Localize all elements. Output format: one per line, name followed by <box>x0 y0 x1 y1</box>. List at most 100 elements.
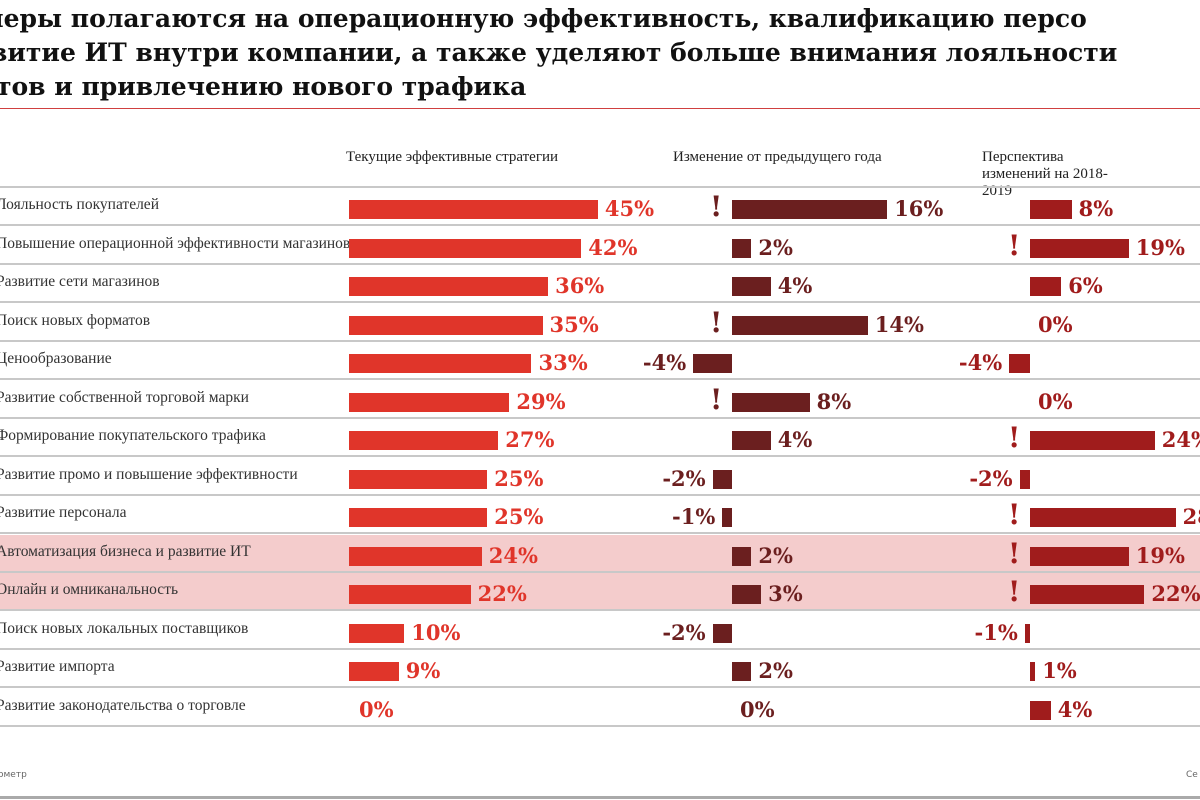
data-label: 1% <box>1042 658 1077 683</box>
exclamation-icon: ! <box>1008 228 1021 262</box>
bar-series-3 <box>1019 469 1030 489</box>
category-label: Повышение операционной эффективности маг… <box>0 234 351 252</box>
bar-series-1 <box>349 623 405 643</box>
bar-series-1 <box>349 662 399 681</box>
table-row: Поиск новых локальных поставщиков 10% -2% -… <box>0 612 1200 650</box>
data-label: 45% <box>604 196 655 221</box>
bar-series-2 <box>732 662 752 681</box>
bar-series-3 <box>1030 700 1051 720</box>
data-label: 4% <box>1057 696 1093 722</box>
table-row: Повышение операционной эффективности маг… <box>0 227 1200 265</box>
data-label: 2% <box>758 658 793 683</box>
exclamation-icon: ! <box>1008 421 1021 454</box>
bar-series-2 <box>693 354 732 373</box>
category-label: Развитие собственной торговой марки <box>0 388 249 406</box>
category-label: Развитие импорта <box>0 658 115 675</box>
bar-series-3 <box>1030 585 1145 604</box>
table-row: Развитие персонала 25% -1% 28%! <box>0 496 1200 534</box>
data-label: 0% <box>1038 388 1073 414</box>
bar-series-1 <box>349 354 532 373</box>
title-line: леры полагаются на операционную эффектив… <box>0 4 1087 33</box>
bar-series-2 <box>732 585 762 604</box>
bar-series-1 <box>349 277 549 296</box>
table-row: Поиск новых форматов 35% 14%! 0% <box>0 304 1200 342</box>
table-row: Онлайн и омниканальность 22% 3% 22%! <box>0 573 1200 611</box>
table-row: Развитие импорта 9% 2% 1% <box>0 650 1200 688</box>
table-row: Развитие промо и повышение эффективности… <box>0 458 1200 496</box>
bar-series-2 <box>712 469 732 489</box>
data-label: 24% <box>1161 427 1200 452</box>
bar-series-1 <box>349 546 482 566</box>
category-label: Поиск новых локальных поставщиков <box>0 619 249 637</box>
category-label: Развитие законодательства о торговле <box>0 696 246 714</box>
data-label: -1% <box>672 504 716 529</box>
data-label: 10% <box>411 619 461 645</box>
exclamation-icon: ! <box>710 382 723 416</box>
bar-series-2 <box>722 508 732 527</box>
table-row: Формирование покупательского трафика 27% 4… <box>0 419 1200 457</box>
data-label: 28% <box>1182 504 1200 529</box>
data-label: 19% <box>1135 542 1185 568</box>
category-label: Развитие промо и повышение эффективности <box>0 465 298 483</box>
column-header-change: Изменение от предыдущего года <box>673 149 882 165</box>
data-label: 9% <box>405 658 441 683</box>
data-label: 8% <box>816 388 852 414</box>
bar-series-1 <box>349 238 582 258</box>
data-label: 22% <box>1151 581 1200 606</box>
bar-series-1 <box>349 315 543 335</box>
bar-series-2 <box>732 200 888 219</box>
data-label: -2% <box>969 465 1013 491</box>
title-divider <box>0 108 1200 109</box>
bar-series-3 <box>1009 354 1030 373</box>
exclamation-icon: ! <box>710 305 723 339</box>
bar-series-1 <box>349 469 488 489</box>
data-label: 24% <box>488 542 538 568</box>
data-label: 36% <box>555 273 605 298</box>
bar-series-2 <box>732 315 868 335</box>
bar-series-2 <box>732 392 810 412</box>
bar-series-2 <box>712 623 732 643</box>
column-header-current: Текущие эффективные стратегии <box>346 149 559 165</box>
bar-series-1 <box>349 508 488 527</box>
data-label: 16% <box>894 196 944 221</box>
bar-series-2 <box>732 277 771 296</box>
table-row: Лояльность покупателей 45% 16%! 8% <box>0 188 1200 226</box>
title-line: витие ИТ внутри компании, а также уделяю… <box>0 38 1118 67</box>
exclamation-icon: ! <box>1008 536 1021 570</box>
chart-title: леры полагаются на операционную эффектив… <box>0 2 1200 104</box>
category-label: Развитие сети магазинов <box>0 273 160 290</box>
table-row: Развитие законодательства о торговле 0% 0%… <box>0 689 1200 727</box>
category-label: Лояльность покупателей <box>0 196 159 213</box>
category-label: Ценообразование <box>0 350 112 367</box>
data-label: -4% <box>958 350 1003 375</box>
bar-series-1 <box>349 200 598 219</box>
data-label: 25% <box>494 504 544 529</box>
category-label: Онлайн и омниканальность <box>0 581 179 598</box>
bar-series-3 <box>1030 546 1129 566</box>
source-note: ометр <box>0 770 27 780</box>
data-label: 3% <box>768 581 803 606</box>
category-label: Формирование покупательского трафика <box>0 427 266 444</box>
data-label: 2% <box>758 542 793 568</box>
bottom-rule <box>0 796 1200 799</box>
data-label: 4% <box>777 427 813 452</box>
data-label: 6% <box>1068 273 1103 298</box>
bar-series-3 <box>1030 238 1129 258</box>
data-label: -2% <box>662 619 706 645</box>
bar-series-1 <box>349 392 510 412</box>
bar-series-2 <box>732 238 752 258</box>
bar-series-3 <box>1030 508 1176 527</box>
bar-series-3 <box>1030 277 1062 296</box>
exclamation-icon: ! <box>710 190 723 223</box>
bar-series-1 <box>349 585 471 604</box>
data-label: 0% <box>740 696 775 722</box>
data-label: 19% <box>1135 234 1185 260</box>
exclamation-icon: ! <box>1008 498 1021 531</box>
data-label: 2% <box>758 234 793 260</box>
data-label: 27% <box>505 427 555 452</box>
data-label: 25% <box>494 465 544 491</box>
data-label: 35% <box>549 311 599 337</box>
data-label: 42% <box>588 234 638 260</box>
table-row: Ценообразование 33% -4% -4% <box>0 342 1200 380</box>
bar-series-3 <box>1030 662 1036 681</box>
